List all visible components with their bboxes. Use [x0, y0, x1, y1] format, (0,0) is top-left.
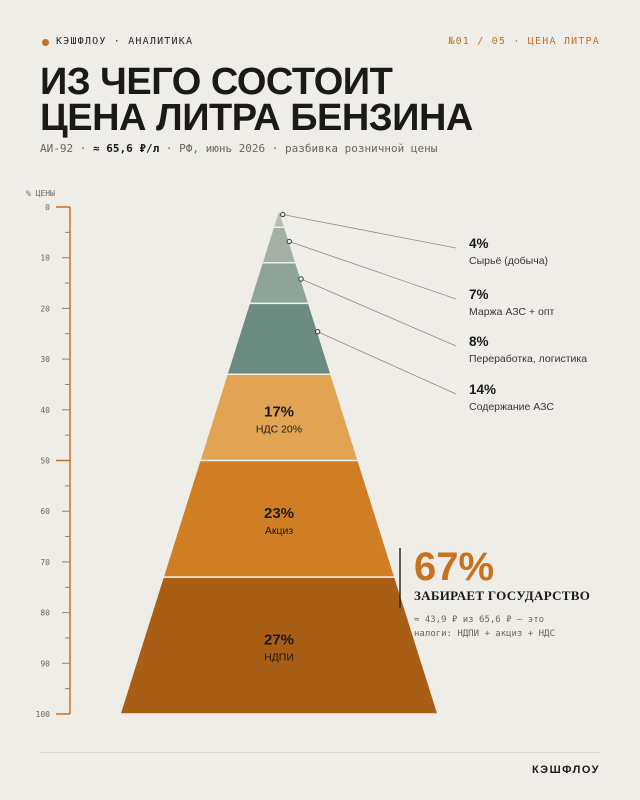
leader-dot [286, 238, 292, 245]
brand-label: КЭШФЛОУ · АНАЛИТИКА [56, 36, 194, 47]
leader-line [300, 278, 457, 347]
title-line-1: ИЗ ЧЕГО СОСТОИТ [40, 61, 393, 103]
y-tick-label: 0 [45, 203, 50, 212]
y-tick-label: 20 [40, 304, 50, 313]
pyramid-segment [272, 206, 286, 229]
y-tick-label: 80 [40, 609, 50, 618]
segment-value-label: 23% [264, 505, 294, 522]
leader-line [289, 241, 457, 300]
series-tag: №01 / 05 · ЦЕНА ЛИТРА [448, 36, 600, 47]
segment-value-label: 14% [469, 382, 496, 397]
y-tick-label: 10 [40, 254, 50, 263]
y-tick-label: 60 [40, 507, 50, 516]
segment-value-label: 4% [469, 236, 489, 251]
segment-name-label: Маржа АЗС + опт [469, 306, 555, 318]
footer-brand: КЭШФЛОУ [531, 764, 600, 776]
brand-dot-icon [42, 39, 49, 46]
callout-note-line-2: налоги: НДПИ + акциз + НДС [414, 629, 555, 639]
y-tick-label: 50 [40, 457, 50, 466]
page-title: ИЗ ЧЕГО СОСТОИТ ЦЕНА ЛИТРА БЕНЗИНА [40, 61, 600, 139]
callout-value: 67% [414, 545, 494, 589]
pyramid-segment [118, 576, 440, 715]
segment-name-label: НДПИ [264, 652, 294, 664]
callout-label: ЗАБИРАЕТ ГОСУДАРСТВО [414, 588, 590, 603]
y-tick-label: 100 [36, 710, 51, 719]
segment-value-label: 7% [469, 287, 489, 302]
segment-name-label: Акциз [265, 525, 293, 537]
pyramid-segment [261, 226, 297, 264]
footer-divider [40, 752, 600, 753]
segment-value-label: 27% [264, 632, 294, 649]
title-line-2: ЦЕНА ЛИТРА БЕНЗИНА [40, 97, 473, 139]
y-tick-label: 40 [40, 406, 50, 415]
segment-name-label: Содержание АЗС [469, 401, 554, 413]
leader-dot [280, 211, 286, 218]
leader-line [282, 214, 457, 249]
y-axis-label: % ЦЕНЫ [26, 189, 55, 198]
segment-value-label: 17% [264, 403, 294, 420]
segment-value-label: 8% [469, 334, 489, 349]
subtitle-fuel: АИ-92 · [40, 142, 93, 155]
subtitle-details: · РФ, июнь 2026 · разбивка розничной цен… [159, 142, 438, 155]
leader-dot [314, 329, 321, 335]
leader-line [317, 331, 457, 395]
y-tick-label: 90 [40, 659, 50, 668]
y-tick-label: 70 [40, 558, 50, 567]
subtitle: АИ-92 · ≈ 65,6 ₽/л · РФ, июнь 2026 · раз… [40, 142, 437, 155]
callout-note-line-1: ≈ 43,9 ₽ из 65,6 ₽ — это [414, 615, 544, 625]
top-bar: КЭШФЛОУ · АНАЛИТИКА №01 / 05 · ЦЕНА ЛИТР… [40, 36, 600, 52]
pyramid-segment [225, 302, 333, 376]
segment-name-label: НДС 20% [256, 423, 302, 435]
subtitle-price: ≈ 65,6 ₽/л [92, 142, 160, 155]
leader-dot [298, 276, 304, 282]
segment-name-label: Переработка, логистика [469, 353, 587, 365]
y-tick-label: 30 [40, 355, 50, 364]
pyramid-segment [248, 262, 310, 305]
segment-name-label: Сырьё (добыча) [469, 255, 548, 267]
